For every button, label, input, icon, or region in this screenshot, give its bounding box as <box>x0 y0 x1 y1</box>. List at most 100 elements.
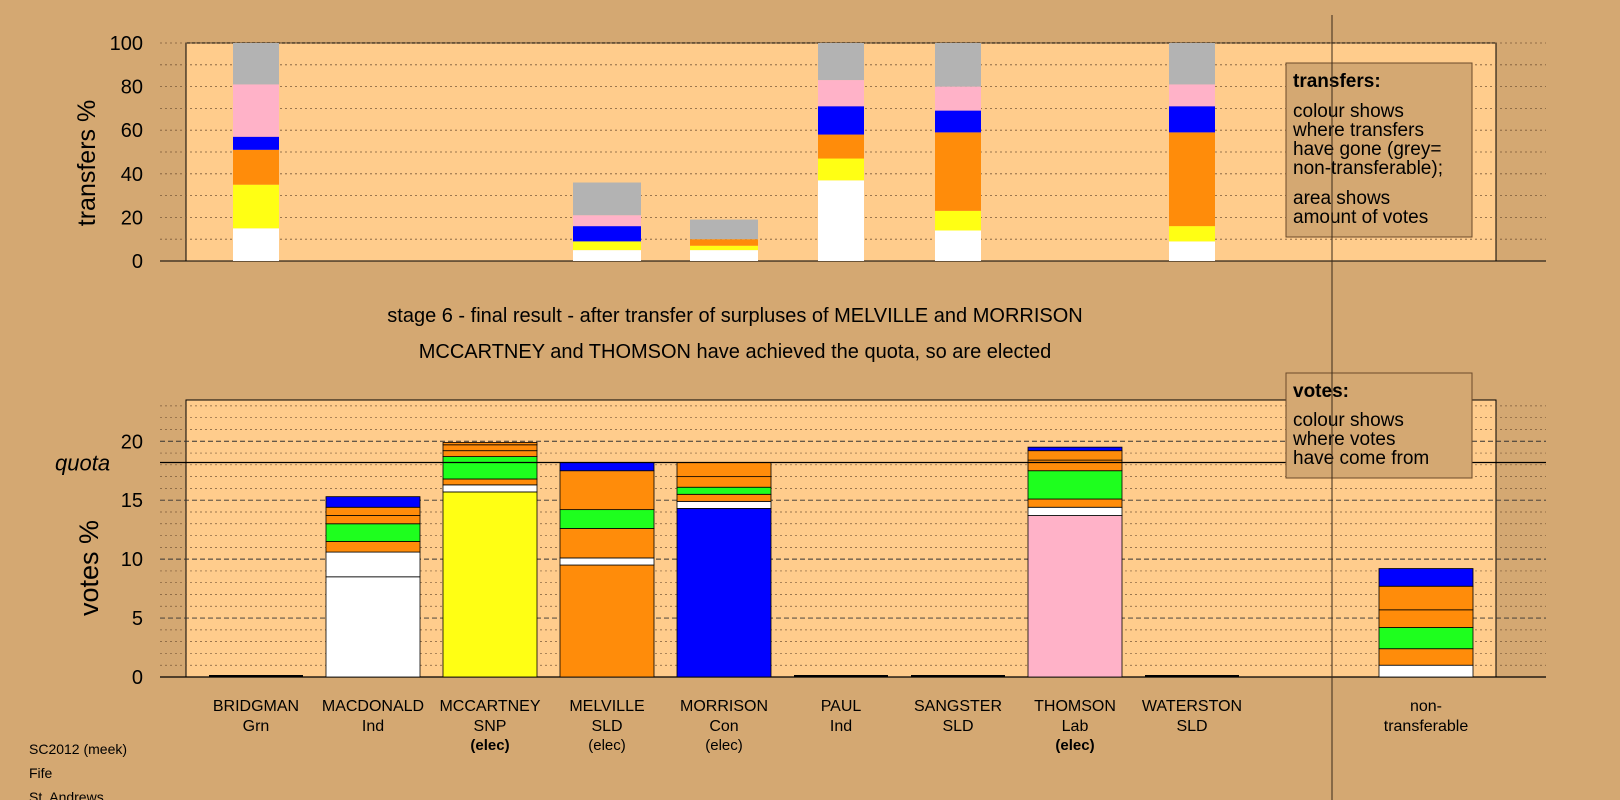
votes-y-tick-label: 15 <box>121 490 143 512</box>
votes-bar-segment <box>676 486 772 495</box>
votes-bar-segment <box>1378 627 1474 650</box>
votes-bar-segment <box>1027 498 1123 508</box>
votes-bar-segment <box>1378 609 1474 628</box>
transfers-bar-segment <box>233 43 279 85</box>
votes-bar-segment <box>325 551 421 578</box>
votes-bar-segment <box>559 564 655 678</box>
transfers-bar-segment <box>818 180 864 261</box>
transfers-legend-line: non-transferable); <box>1293 158 1443 179</box>
votes-bar-segment <box>1027 470 1123 500</box>
candidate-party: Ind <box>362 718 384 735</box>
votes-bar-segment <box>325 515 421 525</box>
transfers-bar-segment <box>1169 132 1215 227</box>
transfers-legend-line: have gone (grey= <box>1293 139 1441 160</box>
transfers-bar-segment <box>233 184 279 229</box>
transfers-bar-segment <box>818 80 864 107</box>
transfers-bar-segment <box>1169 43 1215 85</box>
candidate-label: MCCARTNEY SNP (elec) <box>439 698 540 754</box>
votes-y-axis-label: votes % <box>74 520 104 616</box>
candidate-label: BRIDGMAN Grn <box>213 698 299 735</box>
footer-text: SC2012 (meek) Fife St. Andrews <box>29 741 127 800</box>
candidate-party: SLD <box>942 718 973 735</box>
transfers-bar-segment <box>1169 241 1215 261</box>
transfers-legend-line: where transfers <box>1292 120 1424 141</box>
transfers-bar-segment <box>573 226 641 242</box>
transfers-bar-segment <box>233 136 279 150</box>
votes-legend-line: where votes <box>1292 429 1395 450</box>
transfers-legend-line: amount of votes <box>1293 207 1428 228</box>
votes-bars <box>209 442 1474 678</box>
transfers-bar-segment <box>1169 106 1215 133</box>
transfers-legend-line: area shows <box>1293 188 1390 209</box>
candidate-party: Grn <box>243 718 270 735</box>
votes-y-axis: 0 5 10 15 20 <box>121 431 143 689</box>
candidate-label: THOMSON Lab (elec) <box>1034 698 1116 754</box>
footer-line: St. Andrews <box>29 789 104 800</box>
transfers-bar-segment <box>935 132 981 211</box>
transfers-bar-segment <box>573 215 641 227</box>
transfers-y-tick-label: 80 <box>121 77 143 99</box>
votes-y-tick-label: 5 <box>132 608 143 630</box>
votes-bar-segment <box>1027 459 1123 472</box>
votes-bar-segment <box>559 528 655 559</box>
candidate-labels: BRIDGMAN Grn MACDONALD Ind MCCARTNEY SNP (elec… <box>213 698 1242 754</box>
transfers-bar-segment <box>818 158 864 181</box>
candidate-label: SANGSTER SLD <box>914 698 1002 735</box>
candidate-status: (elec) <box>470 737 509 754</box>
candidate-party: Lab <box>1062 718 1089 735</box>
candidate-name: BRIDGMAN <box>213 698 299 715</box>
transfers-bar-segment <box>573 182 641 216</box>
candidate-label: MELVILLE SLD (elec) <box>569 698 644 754</box>
transfers-bar-segment <box>690 250 758 261</box>
transfers-bar-segment <box>935 210 981 231</box>
candidate-name: MACDONALD <box>322 698 424 715</box>
votes-y-tick-label: 20 <box>121 431 143 453</box>
transfers-y-tick-label: 20 <box>121 207 143 229</box>
votes-bar-segment <box>676 462 772 478</box>
transfers-y-tick-label: 100 <box>110 33 143 55</box>
votes-bar-segment <box>1027 446 1123 452</box>
votes-bar-segment <box>676 493 772 502</box>
candidate-name: PAUL <box>821 698 862 715</box>
candidate-name: SANGSTER <box>914 698 1002 715</box>
transfers-bar-segment <box>690 239 758 246</box>
transfers-bar-segment <box>818 43 864 81</box>
votes-bar-segment <box>442 450 538 457</box>
footer-line: SC2012 (meek) <box>29 741 127 757</box>
nontransferable-label: non-transferable <box>1384 698 1469 735</box>
votes-bar-segment <box>676 500 772 509</box>
votes-panel: 0 5 10 15 20 quota votes % votes: colour sho… <box>55 372 1546 689</box>
votes-bar-segment <box>676 508 772 678</box>
votes-bar-segment <box>442 456 538 480</box>
transfers-bar-segment <box>818 134 864 159</box>
transfers-y-tick-label: 0 <box>132 251 143 273</box>
transfers-bar-segment <box>233 84 279 137</box>
transfers-legend-box <box>1285 62 1473 238</box>
candidate-party: Ind <box>830 718 852 735</box>
votes-bar-segment <box>325 523 421 542</box>
votes-legend-box <box>1285 372 1473 479</box>
votes-y-tick-label: 0 <box>132 667 143 689</box>
votes-bar-segment <box>442 484 538 493</box>
votes-bar-segment <box>559 462 655 472</box>
transfers-bar-segment <box>690 245 758 251</box>
transfers-bar-segment <box>1169 226 1215 242</box>
candidate-label: PAUL Ind <box>821 698 862 735</box>
candidate-status: (elec) <box>1055 737 1094 754</box>
votes-legend-line: colour shows <box>1293 410 1404 431</box>
transfers-bar-segment <box>935 230 981 261</box>
candidate-label: MACDONALD Ind <box>322 698 424 735</box>
candidate-name: MELVILLE <box>569 698 644 715</box>
votes-bar-segment <box>442 491 538 678</box>
candidate-name: MCCARTNEY <box>439 698 540 715</box>
votes-bar-segment <box>1378 648 1474 666</box>
votes-bar-segment <box>559 557 655 566</box>
transfers-bar-segment <box>935 86 981 111</box>
nontransferable-label-line: non- <box>1410 698 1442 715</box>
votes-bar-segment <box>1378 568 1474 587</box>
transfers-y-axis: 0 20 40 60 80 100 <box>110 33 143 273</box>
transfers-y-axis-label: transfers % <box>73 100 101 226</box>
transfers-bar-segment <box>233 149 279 185</box>
